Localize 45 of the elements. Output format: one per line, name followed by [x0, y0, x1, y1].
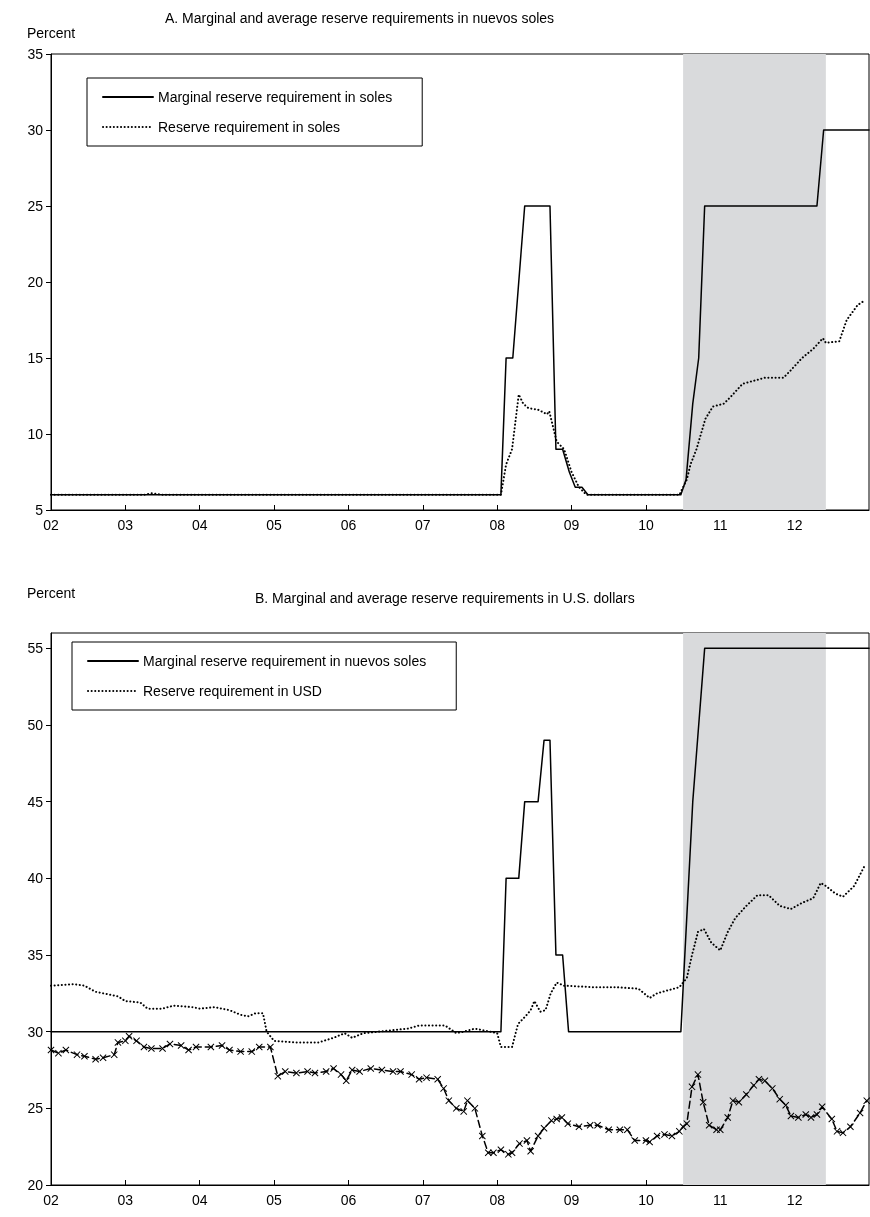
x-tick-label: 08	[489, 1192, 506, 1208]
x-tick-label: 11	[713, 517, 728, 533]
y-tick-label: 55	[27, 640, 44, 657]
x-tick-label: 04	[191, 517, 208, 533]
x-tick-label: 06	[340, 517, 357, 533]
y-tick-label: 30	[27, 1023, 44, 1040]
legend-label: Reserve requirement in USD	[143, 683, 322, 699]
x-tick-label: 09	[563, 517, 580, 533]
x-tick-label: 07	[415, 1192, 431, 1208]
x-tick-label: 11	[713, 1192, 728, 1208]
x-tick-label: 03	[117, 517, 134, 533]
y-tick-label: 10	[27, 426, 44, 442]
y-tick-label: 20	[27, 1177, 44, 1193]
x-tick-label: 03	[117, 1192, 134, 1208]
x-tick-label: 02	[43, 1192, 59, 1208]
y-tick-label: 50	[27, 717, 44, 733]
y-tick-label: 40	[27, 870, 44, 887]
x-tick-label: 06	[340, 1192, 357, 1208]
y-tick-label: 25	[27, 198, 44, 214]
y-axis-title: Percent	[26, 585, 76, 601]
chart-title: B. Marginal and average reserve requirements in U.S. dollars	[255, 590, 635, 606]
legend-label: Reserve requirement in soles	[158, 119, 341, 135]
x-tick-label: 07	[415, 517, 431, 533]
y-tick-label: 45	[27, 793, 44, 810]
x-tick-label: 05	[266, 1192, 283, 1208]
x-tick-label: 02	[43, 517, 59, 533]
x-tick-label: 10	[638, 517, 654, 533]
x-tick-label: 09	[563, 1192, 580, 1208]
x-tick-label: 08	[489, 517, 506, 533]
x-tick-label: 12	[786, 517, 803, 533]
chart-title: A. Marginal and average reserve requirements in nuevos soles	[165, 10, 555, 26]
x-tick-label: 12	[786, 1192, 803, 1208]
x-tick-label: 10	[638, 1192, 654, 1208]
x-tick-label: 05	[266, 517, 283, 533]
y-tick-label: 35	[27, 46, 44, 62]
y-tick-label: 5	[35, 502, 44, 518]
y-tick-label: 20	[27, 274, 44, 290]
y-axis-title: Percent	[26, 25, 76, 41]
y-tick-label: 30	[27, 122, 44, 138]
legend-label: Marginal reserve requirement in soles	[158, 89, 393, 105]
y-tick-label: 25	[27, 1100, 44, 1117]
legend-label: Marginal reserve requirement in nuevos soles	[143, 653, 427, 669]
y-tick-label: 15	[27, 350, 44, 366]
x-tick-label: 04	[191, 1192, 208, 1208]
y-tick-label: 35	[27, 947, 44, 963]
